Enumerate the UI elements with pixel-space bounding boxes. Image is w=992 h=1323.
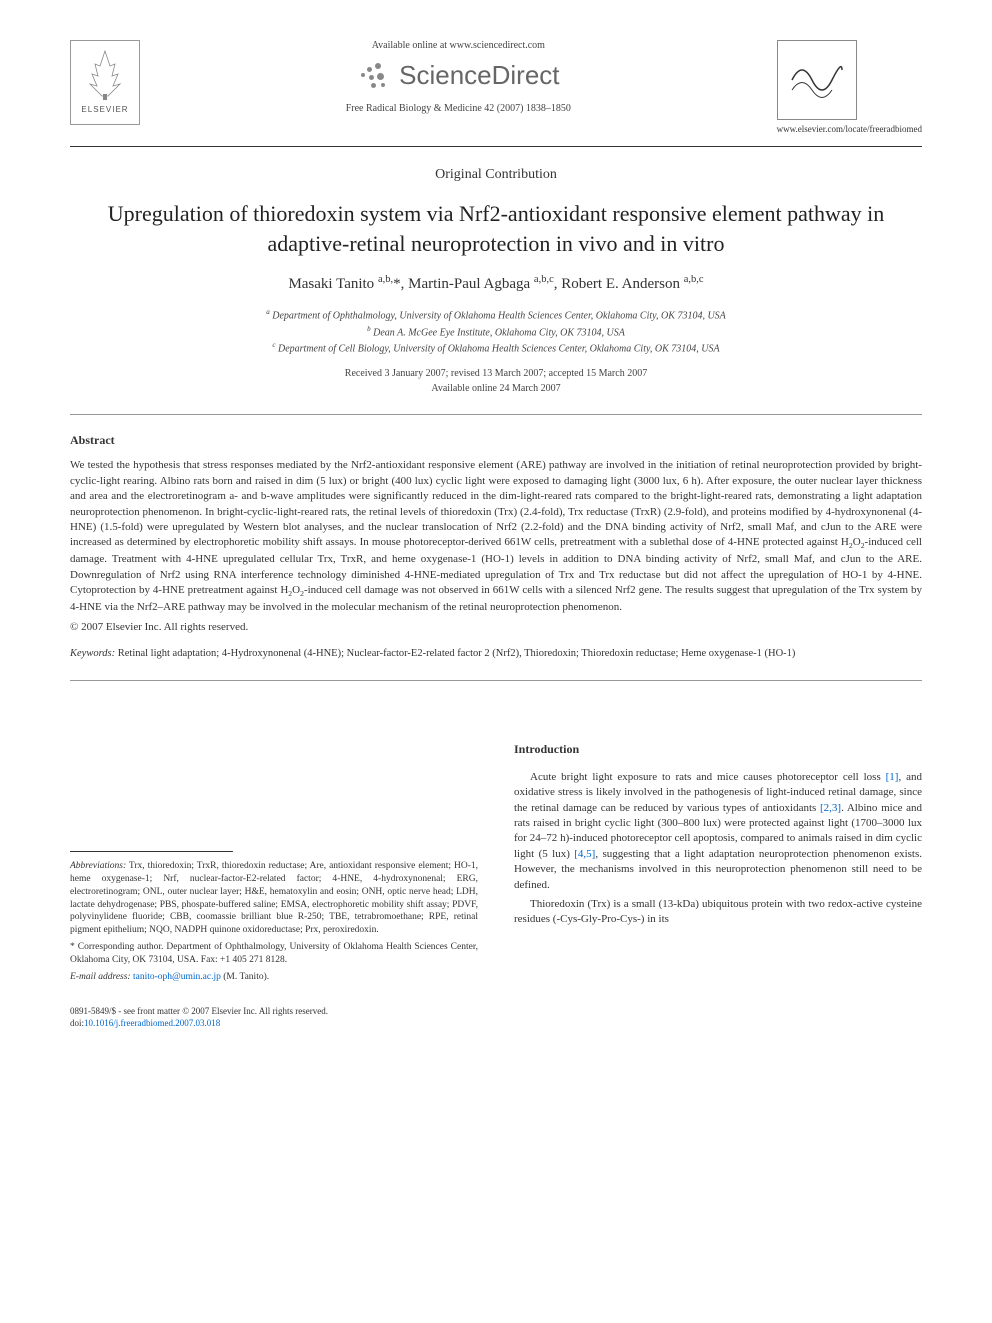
elsevier-label: ELSEVIER	[81, 105, 128, 114]
footnote-divider	[70, 851, 233, 852]
journal-logo-block: www.elsevier.com/locate/freeradbiomed	[777, 40, 922, 134]
affiliation-c: c Department of Cell Biology, University…	[70, 340, 922, 356]
abbreviations-label: Abbreviations:	[70, 861, 126, 871]
intro-para-1: Acute bright light exposure to rats and …	[514, 770, 922, 893]
two-column-body: Abbreviations: Trx, thioredoxin; TrxR, t…	[70, 741, 922, 984]
article-dates: Received 3 January 2007; revised 13 Marc…	[70, 366, 922, 396]
journal-cover-icon	[777, 40, 857, 120]
email-suffix: (M. Tanito).	[223, 972, 269, 982]
article-title: Upregulation of thioredoxin system via N…	[70, 199, 922, 258]
affiliation-b: b Dean A. McGee Eye Institute, Oklahoma …	[70, 324, 922, 340]
abbreviations-text: Trx, thioredoxin; TrxR, thioredoxin redu…	[70, 861, 478, 935]
corresponding-author: * Corresponding author. Department of Op…	[70, 941, 478, 967]
journal-reference: Free Radical Biology & Medicine 42 (2007…	[160, 103, 757, 114]
header-banner: ELSEVIER Available online at www.science…	[70, 40, 922, 134]
footer-doi: doi:10.1016/j.freeradbiomed.2007.03.018	[70, 1018, 922, 1030]
abbreviations-block: Abbreviations: Trx, thioredoxin; TrxR, t…	[70, 860, 478, 937]
authors-line: Masaki Tanito a,b,*, Martin-Paul Agbaga …	[70, 274, 922, 293]
abstract-body: We tested the hypothesis that stress res…	[70, 458, 922, 615]
keywords-label: Keywords:	[70, 648, 115, 659]
abstract-bottom-rule	[70, 680, 922, 681]
email-label: E-mail address:	[70, 972, 131, 982]
page-footer: 0891-5849/$ - see front matter © 2007 El…	[70, 1006, 922, 1029]
left-column: Abbreviations: Trx, thioredoxin; TrxR, t…	[70, 741, 478, 984]
elsevier-logo: ELSEVIER	[70, 40, 140, 125]
email-link[interactable]: tanito-oph@umin.ac.jp	[133, 972, 221, 982]
keywords: Keywords: Retinal light adaptation; 4-Hy…	[70, 647, 922, 662]
sciencedirect-text: ScienceDirect	[399, 60, 559, 91]
ref-link-2-3[interactable]: [2,3]	[820, 802, 841, 814]
intro-para-2: Thioredoxin (Trx) is a small (13-kDa) ub…	[514, 897, 922, 928]
elsevier-tree-icon	[80, 46, 130, 101]
dates-received: Received 3 January 2007; revised 13 Marc…	[70, 366, 922, 381]
affiliation-a: a Department of Ophthalmology, Universit…	[70, 307, 922, 323]
abstract-heading: Abstract	[70, 433, 922, 448]
center-header: Available online at www.sciencedirect.co…	[140, 40, 777, 114]
top-rule	[70, 146, 922, 147]
ref-link-4-5[interactable]: [4,5]	[574, 848, 595, 860]
article-type: Original Contribution	[70, 167, 922, 183]
right-column: Introduction Acute bright light exposure…	[514, 741, 922, 984]
journal-url: www.elsevier.com/locate/freeradbiomed	[777, 124, 922, 134]
sciencedirect-dots-icon	[357, 59, 389, 91]
abstract-copyright: © 2007 Elsevier Inc. All rights reserved…	[70, 621, 922, 633]
footer-line1: 0891-5849/$ - see front matter © 2007 El…	[70, 1006, 922, 1018]
introduction-heading: Introduction	[514, 741, 922, 758]
email-line: E-mail address: tanito-oph@umin.ac.jp (M…	[70, 971, 478, 984]
affiliations: a Department of Ophthalmology, Universit…	[70, 307, 922, 356]
doi-link[interactable]: 10.1016/j.freeradbiomed.2007.03.018	[84, 1018, 220, 1028]
elsevier-block: ELSEVIER	[70, 40, 140, 125]
ref-link-1[interactable]: [1]	[886, 771, 899, 783]
dates-online: Available online 24 March 2007	[70, 381, 922, 396]
keywords-text: Retinal light adaptation; 4-Hydroxynonen…	[118, 648, 796, 659]
abstract-top-rule	[70, 414, 922, 415]
sciencedirect-logo: ScienceDirect	[160, 59, 757, 91]
available-online-text: Available online at www.sciencedirect.co…	[160, 40, 757, 51]
